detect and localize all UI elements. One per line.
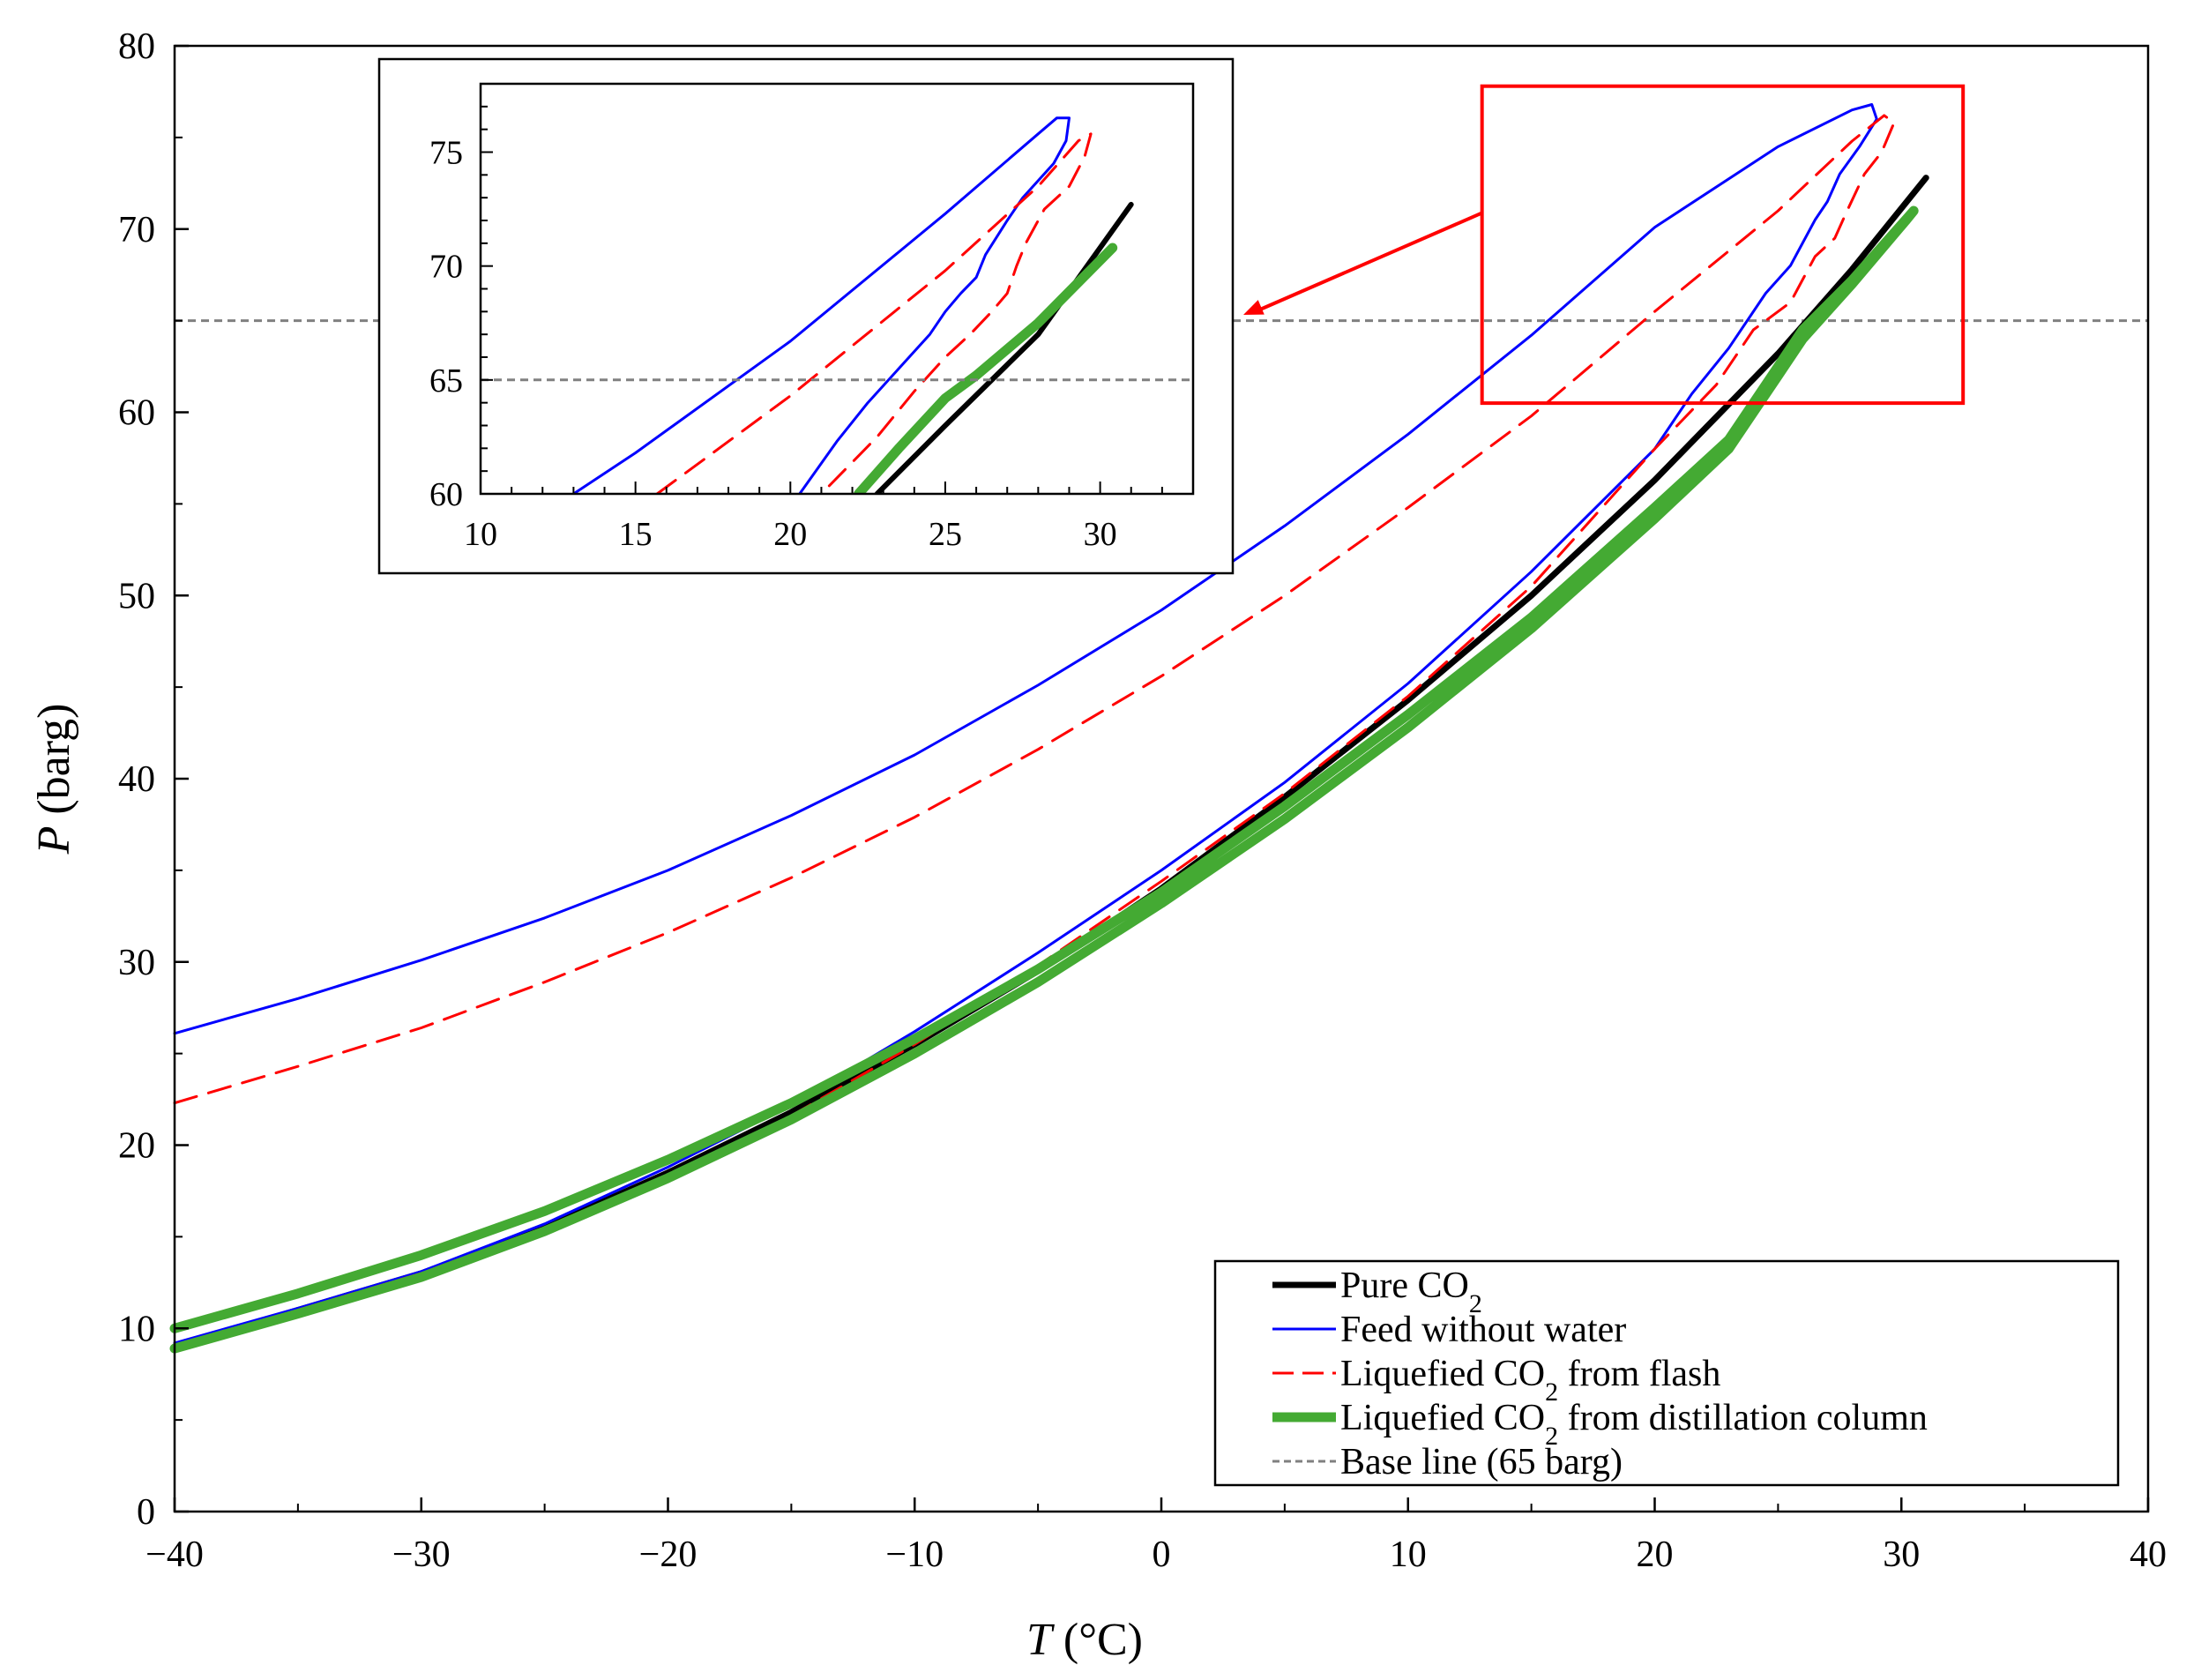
inset-y-tick-label: 60 xyxy=(429,476,463,513)
y-axis-unit: (barg) xyxy=(29,704,79,826)
legend-label-2: Liquefied CO2 from flash xyxy=(1340,1354,1720,1407)
inset-x-tick-label: 20 xyxy=(773,516,807,553)
y-axis-label: P (barg) xyxy=(29,704,79,855)
x-tick-label: 0 xyxy=(1153,1534,1171,1575)
x-tick-label: 20 xyxy=(1637,1534,1674,1575)
inset-series-line-1 xyxy=(571,116,1071,494)
inset-series-line-3 xyxy=(854,243,1118,494)
legend-label-0: Pure CO2 xyxy=(1340,1266,1482,1318)
legend-label-3: Liquefied CO2 from distillation column xyxy=(1340,1398,1928,1451)
zoom-arrow-head xyxy=(1243,300,1265,315)
y-tick-label: 10 xyxy=(118,1309,155,1349)
inset-chart: 10 15 20 25 30 60 65 70 75 xyxy=(377,57,1235,575)
y-tick-label: 20 xyxy=(118,1126,155,1167)
x-tick-label: 10 xyxy=(1390,1534,1427,1575)
inset-x-tick-label: 30 xyxy=(1084,516,1117,553)
x-tick-label: 40 xyxy=(2130,1534,2167,1575)
x-tick-label: −20 xyxy=(639,1534,698,1575)
x-axis-unit: (°C) xyxy=(1052,1615,1143,1665)
main-series-line-1 xyxy=(173,103,1878,1345)
x-axis-var: T xyxy=(1026,1615,1055,1665)
zoom-arrow-line xyxy=(1253,211,1483,314)
x-tick-label: −10 xyxy=(885,1534,944,1575)
legend-box xyxy=(1213,1259,2120,1487)
legend-label-1: Feed without water xyxy=(1340,1310,1626,1350)
inset-x-tick-label: 10 xyxy=(464,516,497,553)
y-tick-label: 70 xyxy=(118,210,155,250)
y-tick-label: 30 xyxy=(118,943,155,983)
inset-axis-ticks: 10 15 20 25 30 60 65 70 75 xyxy=(429,83,1194,553)
inset-y-tick-label: 75 xyxy=(429,135,463,172)
main-axis-ticks: −40 −30 −20 −10 0 10 20 30 40 0 10 20 30 40 50 60 70 80 xyxy=(118,26,2167,1575)
main-series-line-3 xyxy=(169,205,1919,1354)
y-tick-label: 50 xyxy=(118,576,155,616)
inset-frame-outer xyxy=(377,57,1235,575)
zoom-box xyxy=(1480,84,1966,406)
y-axis-var: P xyxy=(29,826,79,855)
x-axis-label: T (°C) xyxy=(1026,1615,1143,1665)
inset-x-tick-label: 15 xyxy=(619,516,653,553)
zoom-indicator xyxy=(1243,84,1966,406)
inset-series-line-2 xyxy=(655,132,1093,494)
y-tick-label: 60 xyxy=(118,393,155,434)
inset-x-tick-label: 25 xyxy=(929,516,962,553)
y-tick-label: 40 xyxy=(118,759,155,800)
inset-y-tick-label: 65 xyxy=(429,362,463,399)
inset-y-tick-label: 70 xyxy=(429,249,463,286)
x-tick-label: −40 xyxy=(145,1534,204,1575)
x-tick-label: 30 xyxy=(1883,1534,1920,1575)
x-tick-label: −30 xyxy=(392,1534,451,1575)
legend-label-4: Base line (65 barg) xyxy=(1340,1442,1623,1482)
y-tick-label: 0 xyxy=(137,1492,155,1533)
inset-series-group xyxy=(481,116,1193,494)
y-tick-label: 80 xyxy=(118,26,155,67)
main-series-line-2 xyxy=(173,114,1896,1348)
main-series-group xyxy=(169,103,1929,1354)
